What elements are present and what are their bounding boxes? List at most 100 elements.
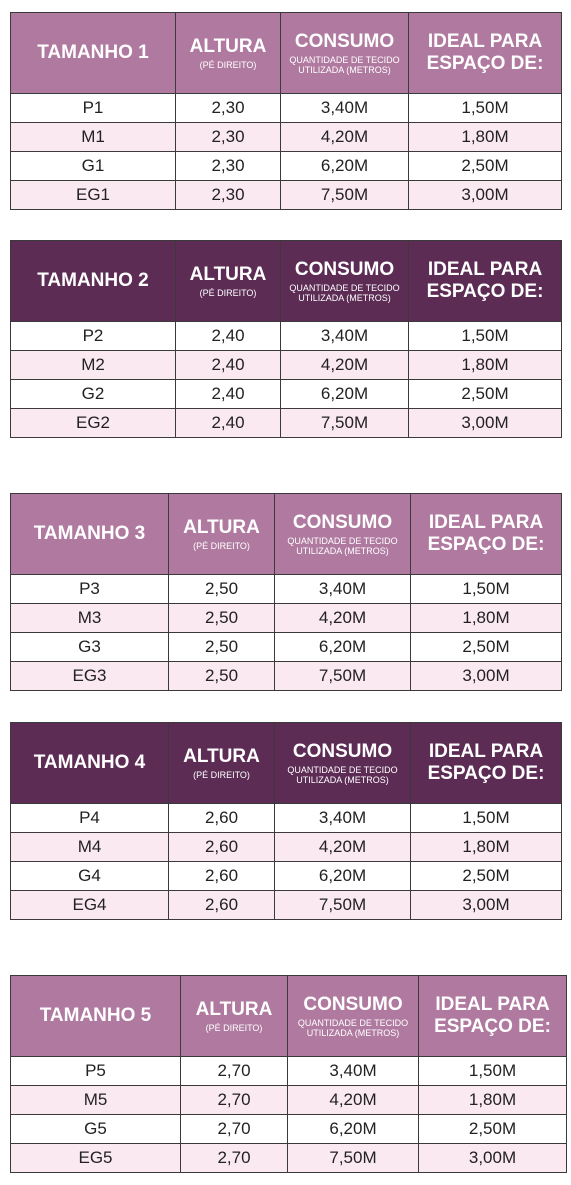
header-title: IDEAL PARA ESPAÇO DE: xyxy=(427,741,545,784)
data-row: G5 2,70 6,20M 2,50M xyxy=(10,1114,567,1144)
header-cell: IDEAL PARA ESPAÇO DE: xyxy=(418,975,567,1057)
header-title: IDEAL PARA ESPAÇO DE: xyxy=(427,512,545,555)
size-table: TAMANHO 1 ALTURA (PÉ DIREITO) CONSUMO QUANTI… xyxy=(10,12,562,210)
cell: 2,60 xyxy=(168,832,275,862)
data-row: G1 2,30 6,20M 2,50M xyxy=(10,151,562,181)
header-title: CONSUMO xyxy=(303,993,403,1015)
header-subtitle: (PÉ DIREITO) xyxy=(205,1022,263,1033)
cell: 4,20M xyxy=(287,1085,419,1115)
header-cell: TAMANHO 4 xyxy=(10,722,169,804)
header-cell: ALTURA (PÉ DIREITO) xyxy=(168,493,275,575)
cell: 2,50M xyxy=(410,861,562,891)
cell: 2,50 xyxy=(168,661,275,691)
cell: M2 xyxy=(10,350,176,380)
cell: 4,20M xyxy=(280,350,409,380)
cell: 2,70 xyxy=(180,1114,288,1144)
header-cell: CONSUMO QUANTIDADE DE TECIDO UTILIZADA (M… xyxy=(280,12,409,94)
cell: 2,60 xyxy=(168,803,275,833)
data-row: EG5 2,70 7,50M 3,00M xyxy=(10,1143,567,1173)
cell: 1,80M xyxy=(410,603,562,633)
header-cell: CONSUMO QUANTIDADE DE TECIDO UTILIZADA (M… xyxy=(274,722,411,804)
cell: 7,50M xyxy=(280,180,409,210)
cell: G1 xyxy=(10,151,176,181)
data-row: EG3 2,50 7,50M 3,00M xyxy=(10,661,562,691)
header-cell: CONSUMO QUANTIDADE DE TECIDO UTILIZADA (M… xyxy=(274,493,411,575)
cell: G2 xyxy=(10,379,176,409)
size-table: TAMANHO 3 ALTURA (PÉ DIREITO) CONSUMO QUANTI… xyxy=(10,493,562,691)
cell: 2,70 xyxy=(180,1085,288,1115)
data-row: M2 2,40 4,20M 1,80M xyxy=(10,350,562,380)
cell: EG1 xyxy=(10,180,176,210)
header-cell: TAMANHO 1 xyxy=(10,12,176,94)
header-subtitle: (PÉ DIREITO) xyxy=(199,287,257,298)
header-subtitle: QUANTIDADE DE TECIDO UTILIZADA (METROS) xyxy=(287,764,398,785)
cell: 6,20M xyxy=(287,1114,419,1144)
cell: G5 xyxy=(10,1114,181,1144)
cell: 3,40M xyxy=(287,1056,419,1086)
cell: 3,00M xyxy=(410,661,562,691)
header-subtitle: QUANTIDADE DE TECIDO UTILIZADA (METROS) xyxy=(289,54,400,75)
cell: M5 xyxy=(10,1085,181,1115)
cell: P1 xyxy=(10,93,176,123)
cell: 4,20M xyxy=(274,603,411,633)
cell: 6,20M xyxy=(274,861,411,891)
cell: 4,20M xyxy=(274,832,411,862)
data-row: G2 2,40 6,20M 2,50M xyxy=(10,379,562,409)
cell: 3,00M xyxy=(408,180,562,210)
cell: 2,30 xyxy=(175,122,281,152)
header-row: TAMANHO 4 ALTURA (PÉ DIREITO) CONSUMO QUANTI… xyxy=(10,722,562,804)
cell: 7,50M xyxy=(287,1143,419,1173)
data-row: G3 2,50 6,20M 2,50M xyxy=(10,632,562,662)
cell: 2,50M xyxy=(408,151,562,181)
data-row: M5 2,70 4,20M 1,80M xyxy=(10,1085,567,1115)
cell: G3 xyxy=(10,632,169,662)
cell: G4 xyxy=(10,861,169,891)
cell: 7,50M xyxy=(274,661,411,691)
cell: 3,40M xyxy=(280,321,409,351)
cell: 3,00M xyxy=(410,890,562,920)
cell: 2,50 xyxy=(168,603,275,633)
data-row: P1 2,30 3,40M 1,50M xyxy=(10,93,562,123)
header-title: ALTURA xyxy=(183,745,260,767)
cell: 2,70 xyxy=(180,1056,288,1086)
data-row: M3 2,50 4,20M 1,80M xyxy=(10,603,562,633)
header-cell: ALTURA (PÉ DIREITO) xyxy=(175,240,281,322)
cell: 1,80M xyxy=(410,832,562,862)
header-row: TAMANHO 2 ALTURA (PÉ DIREITO) CONSUMO QUANTI… xyxy=(10,240,562,322)
cell: 7,50M xyxy=(280,408,409,438)
cell: 1,50M xyxy=(418,1056,567,1086)
header-subtitle: (PÉ DIREITO) xyxy=(193,540,250,551)
data-row: EG1 2,30 7,50M 3,00M xyxy=(10,180,562,210)
header-title: IDEAL PARA ESPAÇO DE: xyxy=(426,259,544,302)
header-cell: ALTURA (PÉ DIREITO) xyxy=(175,12,281,94)
header-subtitle: (PÉ DIREITO) xyxy=(199,59,257,70)
cell: 1,80M xyxy=(408,350,562,380)
cell: 6,20M xyxy=(274,632,411,662)
header-cell: IDEAL PARA ESPAÇO DE: xyxy=(410,722,562,804)
header-title: ALTURA xyxy=(183,516,260,538)
size-table: TAMANHO 2 ALTURA (PÉ DIREITO) CONSUMO QUANTI… xyxy=(10,240,562,438)
cell: 2,50 xyxy=(168,632,275,662)
cell: P4 xyxy=(10,803,169,833)
header-cell: TAMANHO 2 xyxy=(10,240,176,322)
cell: 2,50M xyxy=(410,632,562,662)
header-subtitle: QUANTIDADE DE TECIDO UTILIZADA (METROS) xyxy=(287,535,398,556)
cell: EG2 xyxy=(10,408,176,438)
cell: EG5 xyxy=(10,1143,181,1173)
cell: 1,50M xyxy=(408,93,562,123)
header-title: IDEAL PARA ESPAÇO DE: xyxy=(426,31,544,74)
header-cell: IDEAL PARA ESPAÇO DE: xyxy=(408,12,562,94)
cell: 1,80M xyxy=(418,1085,567,1115)
data-row: P4 2,60 3,40M 1,50M xyxy=(10,803,562,833)
header-cell: TAMANHO 3 xyxy=(10,493,169,575)
data-row: P3 2,50 3,40M 1,50M xyxy=(10,574,562,604)
cell: 2,30 xyxy=(175,151,281,181)
header-cell: CONSUMO QUANTIDADE DE TECIDO UTILIZADA (M… xyxy=(280,240,409,322)
cell: EG3 xyxy=(10,661,169,691)
cell: 3,40M xyxy=(274,574,411,604)
header-subtitle: QUANTIDADE DE TECIDO UTILIZADA (METROS) xyxy=(289,282,400,303)
size-table: TAMANHO 4 ALTURA (PÉ DIREITO) CONSUMO QUANTI… xyxy=(10,722,562,920)
cell: M4 xyxy=(10,832,169,862)
data-row: M1 2,30 4,20M 1,80M xyxy=(10,122,562,152)
header-cell: TAMANHO 5 xyxy=(10,975,181,1057)
